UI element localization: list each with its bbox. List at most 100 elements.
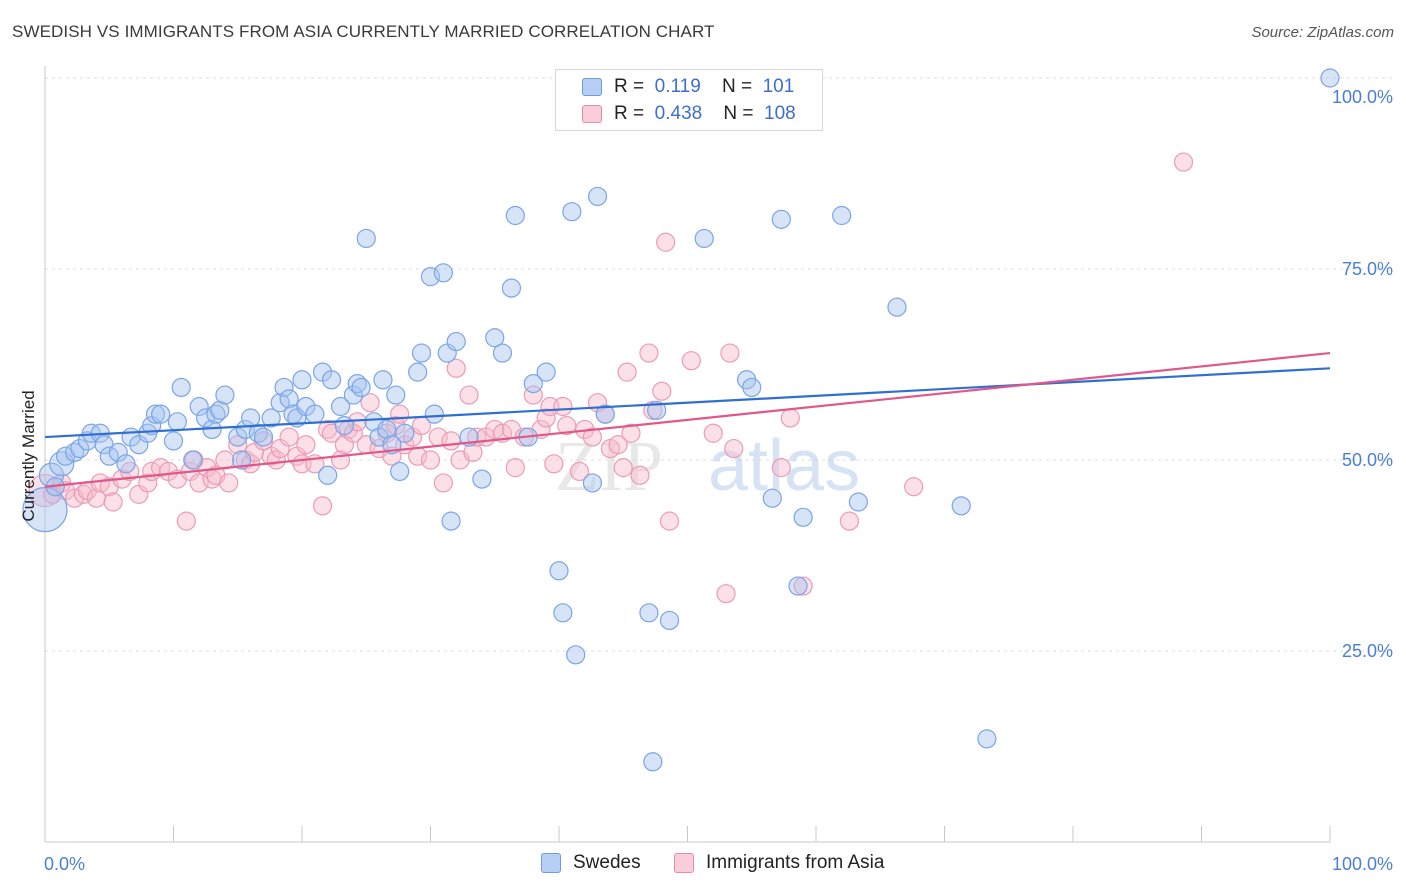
swedes-point [951,496,971,516]
immigrants-point [103,492,123,512]
immigrants-point [639,343,659,363]
swedes-point [64,442,85,462]
swedes-point [566,645,586,665]
y-axis-label: Currently Married [19,390,38,521]
swedes-point [108,442,128,462]
swedes-point [433,263,453,283]
immigrants-point [720,343,740,363]
swedes-point [261,408,281,428]
chart-title: SWEDISH VS IMMIGRANTS FROM ASIA CURRENTL… [12,22,715,41]
swedes-point [390,461,410,482]
swedes-point [151,404,171,424]
legend-item-swedes[interactable]: Swedes [541,852,641,874]
swedes-point [485,328,505,348]
swedes-point [171,377,191,398]
swedes-point [1320,68,1340,88]
trend-lines [44,351,1331,488]
immigrants-point [296,435,316,455]
immigrants-point [505,458,525,478]
immigrants-point [459,385,479,405]
legend-swatch-swedes [582,78,602,96]
legend-n-label: N = [723,103,754,124]
swedes-point [167,412,187,432]
swedes-point [163,431,184,451]
y-tick-label: 50.0% [1342,450,1393,470]
x-tick-label-max: 100.0% [1332,854,1393,874]
swedes-point [22,487,68,533]
immigrants-point [420,450,441,470]
swedes-point [420,267,441,287]
swedes-point [116,454,136,474]
swedes-point [595,404,615,424]
swedes-point [771,209,791,229]
swedes-point [318,465,338,485]
immigrants-point [904,477,924,497]
swedes-point [279,389,299,409]
source-label: Source: ZipAtlas.com [1251,24,1394,41]
immigrants-trend-line [44,351,1331,488]
immigrants-point [582,427,603,447]
immigrants-point [553,396,573,417]
swedes-point [977,729,997,749]
swedes-point [549,561,569,581]
immigrants-point [771,458,791,478]
swedes-point [228,427,248,447]
swedes-point [424,404,444,424]
swedes-point [232,450,252,470]
swedes-point [562,202,582,222]
immigrants-point [536,408,556,428]
swedes-point [694,228,714,249]
immigrants-point [176,511,196,531]
immigrants-point [279,427,299,447]
swedes-point [373,370,393,390]
watermark-zip: ZIP [555,426,663,506]
immigrants-point [617,362,637,382]
swedes-point [659,610,680,631]
swedes-point [472,469,492,489]
swedes-point [274,377,294,398]
legend-item-immigrants[interactable]: Immigrants from Asia [674,852,884,874]
immigrants-point [433,473,453,493]
immigrants-point [266,450,286,470]
swedes-point [887,297,907,317]
immigrants-point [390,404,410,424]
immigrants-point [312,496,333,516]
immigrants-point [608,435,628,455]
swedes-point [639,603,659,623]
swedes-point [321,370,342,390]
immigrants-point [463,442,483,462]
immigrants-point [724,438,744,459]
swedes-point [411,343,432,363]
swedes-point [183,450,203,470]
series-legend: Swedes Immigrants from Asia [0,852,1406,878]
swedes-point [356,228,376,249]
immigrants-point [446,358,466,378]
swedes-point [742,377,762,398]
swedes-point [253,427,274,447]
immigrants-point [219,473,239,493]
x-tick-label-min: 0.0% [44,854,85,874]
legend-r-value: 0.438 [654,103,703,124]
immigrants-point [228,435,248,455]
swedes-trend-line [44,367,1331,439]
swedes-point [762,488,782,508]
y-tick-label: 25.0% [1342,641,1393,661]
swedes-swatch [541,853,561,873]
swedes-point [492,343,513,363]
swedes-point [386,385,406,405]
immigrants-point [569,461,590,482]
swedes-point [347,374,367,394]
swedes-point [351,377,371,398]
legend-row-swedes: R = 0.119 N = 101 [582,75,794,99]
swedes-point [395,423,415,443]
immigrants-point [681,351,701,371]
swedes-point [793,507,813,527]
swedes-point [523,374,543,394]
immigrants-point [73,484,94,504]
immigrants-point [780,408,800,428]
immigrants-point [441,431,461,451]
series-swedes-points [22,68,1340,772]
immigrants-point [652,381,672,401]
swedes-point [145,404,166,424]
